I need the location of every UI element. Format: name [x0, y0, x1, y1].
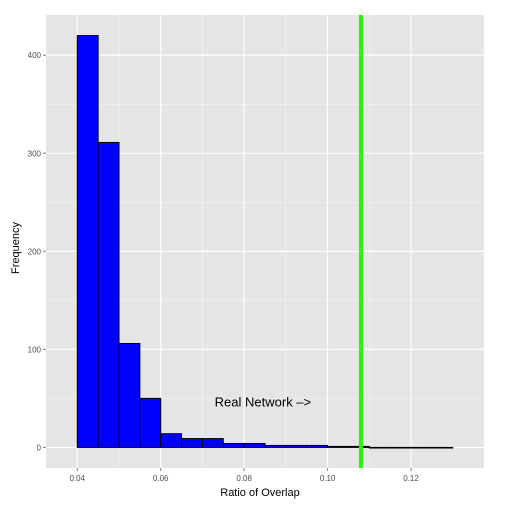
x-axis-ticks: 0.04 0.06 0.08 0.10 0.12 [69, 468, 419, 483]
histogram-bar [222, 442, 245, 448]
annotation-real-network: Real Network –> [215, 394, 311, 409]
histogram-bar [306, 444, 329, 448]
x-tick-label: 0.04 [69, 474, 85, 483]
histogram-bar [389, 446, 412, 449]
histogram-bar [431, 446, 454, 449]
histogram-bar [368, 446, 391, 449]
x-tick-label: 0.10 [320, 474, 336, 483]
histogram-bar [327, 445, 349, 448]
y-axis-ticks: 0 100 200 300 400 [28, 51, 46, 452]
y-tick-label: 0 [37, 443, 42, 452]
histogram-bars [76, 35, 454, 449]
histogram-bar [139, 397, 162, 448]
histogram-bar [160, 433, 183, 448]
y-tick-label: 300 [28, 149, 42, 158]
histogram-bar [347, 445, 370, 448]
histogram-bar [76, 35, 99, 448]
histogram-bar [243, 442, 266, 448]
x-tick-label: 0.08 [236, 474, 252, 483]
x-tick-label: 0.06 [153, 474, 169, 483]
y-tick-label: 400 [28, 51, 42, 60]
histogram-bar [264, 444, 287, 448]
histogram-bar [97, 141, 120, 448]
x-axis-title: Ratio of Overlap [220, 487, 299, 499]
histogram-bar [410, 446, 433, 449]
histogram-bar [201, 438, 224, 448]
histogram-bar [118, 342, 141, 448]
y-tick-label: 100 [28, 345, 42, 354]
y-axis-title: Frequency [10, 222, 22, 274]
histogram-bar [181, 438, 203, 448]
y-tick-label: 200 [28, 247, 42, 256]
histogram-bar [285, 444, 308, 448]
x-tick-label: 0.12 [403, 474, 419, 483]
